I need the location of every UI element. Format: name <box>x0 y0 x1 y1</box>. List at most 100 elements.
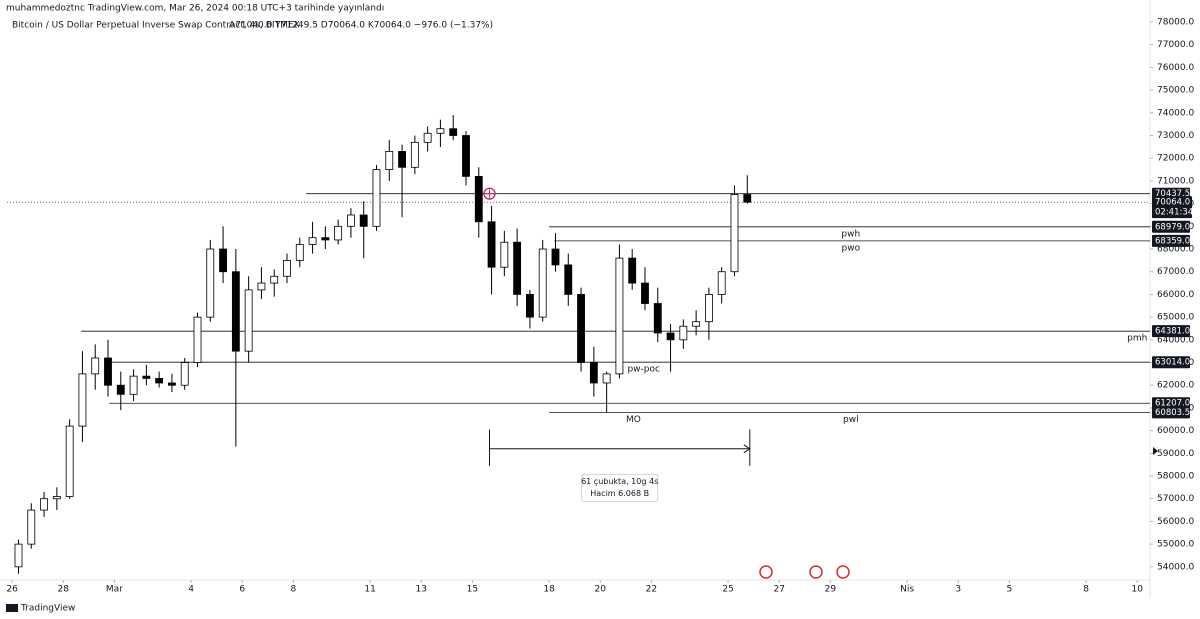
x-tick-label: 26 <box>6 585 18 595</box>
y-tick-label: 60000.0 <box>1157 426 1194 436</box>
candle-body <box>589 362 598 384</box>
price-label: 68359.0 <box>1155 236 1190 246</box>
candle-body <box>40 498 48 511</box>
candle-body <box>27 509 36 545</box>
candle-body <box>116 384 125 395</box>
y-tick-label: 78000.0 <box>1157 18 1194 28</box>
y-tick-label: 65000.0 <box>1157 313 1194 323</box>
candle-body <box>717 271 726 295</box>
candle-body <box>168 382 176 386</box>
candle-body <box>180 362 189 386</box>
measure-text: Hacim 6.068 B <box>590 489 649 498</box>
price-label-box <box>1152 406 1190 419</box>
y-tick-label: 54000.0 <box>1157 562 1194 572</box>
y-tick-label: 56000.0 <box>1157 517 1194 527</box>
candle-body <box>666 332 675 341</box>
y-tick-label: 55000.0 <box>1157 540 1194 550</box>
candle-body <box>155 378 164 384</box>
level-tag: pwo <box>842 243 861 253</box>
price-label: 68979.0 <box>1155 222 1190 232</box>
scroll-arrow[interactable] <box>1153 447 1158 455</box>
candle-body <box>321 237 330 241</box>
level-tag: pwl <box>843 415 859 425</box>
brand: TradingView <box>20 604 75 614</box>
candle-body <box>615 257 624 375</box>
candle-body <box>602 373 611 384</box>
current-price-label: 70064.0 <box>1155 198 1190 208</box>
price-label-box <box>1152 220 1190 233</box>
y-tick-label: 66000.0 <box>1157 290 1194 300</box>
candle-body <box>641 282 649 304</box>
price-label: 60803.5 <box>1155 408 1190 418</box>
candle-body <box>231 271 240 352</box>
current-price-box <box>1152 196 1192 219</box>
y-tick-label: 67000.0 <box>1157 267 1194 277</box>
candle-body <box>347 214 355 227</box>
x-tick-label: 8 <box>291 585 297 595</box>
x-tick-label: 3 <box>955 585 961 595</box>
level-tag: pmh <box>1127 334 1147 344</box>
y-tick-label: 58000.0 <box>1157 472 1194 482</box>
candle-body <box>295 244 304 261</box>
candle-body <box>423 132 432 143</box>
price-label: 70437.5 <box>1155 189 1190 199</box>
candle-body <box>526 294 534 318</box>
x-tick-label: 25 <box>722 585 733 595</box>
candle-body <box>270 275 279 284</box>
level-tag: pw-poc <box>627 365 660 375</box>
x-tick-label: 5 <box>1006 585 1012 595</box>
brand-logo <box>6 604 18 612</box>
event-flag[interactable] <box>836 565 850 579</box>
candle-body <box>398 151 406 168</box>
candle-body <box>513 241 522 295</box>
candle-body <box>462 135 470 177</box>
candle-body <box>551 248 560 266</box>
candle-body <box>104 357 112 386</box>
candle-body <box>257 282 266 291</box>
measure-arrow <box>743 444 751 454</box>
price-label: 63014.0 <box>1155 358 1190 368</box>
candle-body <box>730 194 739 273</box>
candle-body <box>436 128 445 134</box>
x-tick-label: Nis <box>900 585 914 595</box>
candle-body <box>359 214 368 227</box>
candle-body <box>692 321 701 327</box>
published-note: muhammedoztnc TradingView.com, Mar 26, 2… <box>6 4 384 14</box>
event-flag[interactable] <box>809 565 823 579</box>
candle-body <box>538 248 547 318</box>
x-tick-label: Mar <box>106 585 123 595</box>
price-label-box <box>1152 356 1190 369</box>
measure-box <box>581 473 659 502</box>
candle-body <box>628 257 637 284</box>
level-tag: MO <box>626 415 641 425</box>
y-tick-label: 68000.0 <box>1157 245 1194 255</box>
candle-body <box>487 221 496 268</box>
candle-body <box>283 259 291 277</box>
y-tick-label: 74000.0 <box>1157 108 1194 118</box>
x-tick-label: 10 <box>1131 585 1143 595</box>
candle-body <box>653 303 662 334</box>
y-tick-label: 62000.0 <box>1157 381 1194 391</box>
event-flag[interactable] <box>759 565 773 579</box>
x-tick-label: 15 <box>467 585 478 595</box>
price-label-box <box>1152 397 1190 410</box>
x-tick-label: 27 <box>774 585 785 595</box>
candle-body <box>219 248 227 273</box>
x-tick-label: 20 <box>595 585 607 595</box>
candle-body <box>308 237 317 245</box>
candle-body <box>679 325 688 341</box>
x-tick-label: 22 <box>646 585 657 595</box>
candle-body <box>500 241 509 268</box>
chart-title: Bitcoin / US Dollar Perpetual Inverse Sw… <box>12 21 300 31</box>
price-label-box <box>1152 234 1190 247</box>
y-tick-label: 72000.0 <box>1157 154 1194 164</box>
level-tag: pwh <box>841 229 860 239</box>
x-tick-label: 29 <box>825 585 837 595</box>
x-tick-label: 13 <box>416 585 427 595</box>
candle-body <box>410 141 419 168</box>
candle-body <box>385 151 394 170</box>
countdown: 02:41:34 <box>1155 208 1193 218</box>
event-flags <box>759 565 850 579</box>
